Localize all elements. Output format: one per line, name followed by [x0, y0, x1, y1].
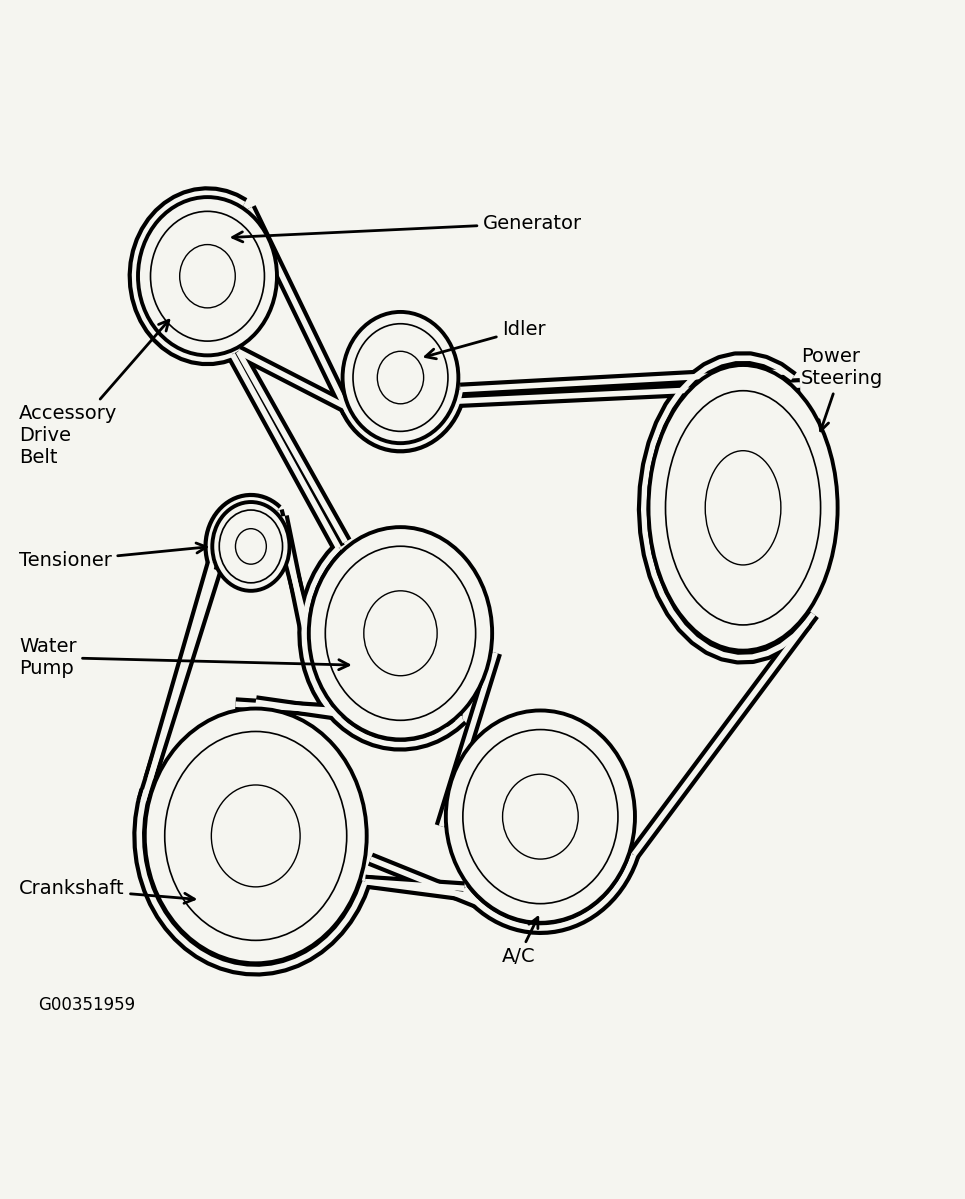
Ellipse shape	[364, 591, 437, 676]
Ellipse shape	[138, 197, 277, 355]
Ellipse shape	[463, 729, 618, 904]
Ellipse shape	[219, 510, 283, 583]
Ellipse shape	[325, 547, 476, 721]
Ellipse shape	[705, 451, 781, 565]
Text: Accessory
Drive
Belt: Accessory Drive Belt	[19, 320, 169, 466]
Text: Crankshaft: Crankshaft	[19, 880, 194, 903]
Ellipse shape	[235, 529, 266, 565]
Text: A/C: A/C	[502, 917, 538, 966]
Text: Generator: Generator	[233, 213, 582, 242]
Text: Idler: Idler	[426, 320, 545, 359]
Ellipse shape	[309, 528, 492, 740]
Ellipse shape	[212, 502, 290, 591]
Ellipse shape	[145, 709, 367, 963]
Ellipse shape	[179, 245, 235, 308]
Ellipse shape	[165, 731, 346, 940]
Text: Tensioner: Tensioner	[19, 543, 207, 571]
Ellipse shape	[343, 312, 458, 444]
Ellipse shape	[666, 391, 820, 625]
Ellipse shape	[446, 711, 635, 923]
Ellipse shape	[503, 775, 578, 860]
Ellipse shape	[377, 351, 424, 404]
Text: G00351959: G00351959	[39, 996, 136, 1014]
Ellipse shape	[151, 211, 264, 341]
Ellipse shape	[648, 364, 838, 651]
Text: Power
Steering: Power Steering	[801, 348, 883, 430]
Ellipse shape	[211, 785, 300, 887]
Ellipse shape	[353, 324, 448, 432]
Text: Water
Pump: Water Pump	[19, 637, 348, 677]
